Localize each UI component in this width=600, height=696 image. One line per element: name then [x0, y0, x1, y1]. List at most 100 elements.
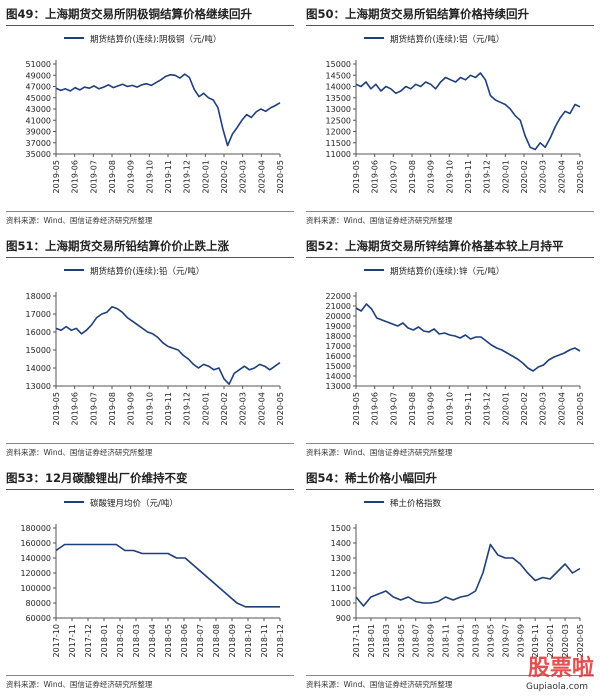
y-tick-label: 900 [336, 614, 351, 623]
legend: 期货结算价(连续):铅（元/吨） [64, 266, 204, 277]
chart-title: 图50：上海期货交易所铝结算价格持续回升 [306, 6, 594, 26]
legend: 期货结算价(连续):锌（元/吨） [364, 266, 504, 277]
series-line [355, 72, 581, 151]
y-tick-label: 15000 [26, 346, 51, 355]
x-tick-label: 2019-12 [183, 160, 192, 193]
x-tick-label: 2019-07 [89, 392, 98, 425]
y-tick-label: 22000 [326, 292, 351, 301]
chart-panel-rare-earth: 图54：稀土价格小幅回升 稀土价格指数 900 1000 1100 1200 1300 14… [300, 464, 600, 696]
x-tick-label: 2019-08 [108, 160, 117, 193]
y-tick-label: 17000 [26, 310, 51, 319]
y-tick-label: 100000 [20, 584, 51, 593]
y-tick-label: 49000 [26, 71, 51, 80]
y-tick-label: 19000 [326, 322, 351, 331]
x-tick-label: 2019-01 [457, 624, 466, 657]
y-tick-label: 18000 [326, 332, 351, 341]
x-tick-label: 2018-11 [442, 624, 451, 657]
x-tick-label: 2018-05 [164, 624, 173, 657]
x-tick-label: 2018-02 [116, 624, 125, 657]
x-tick-label: 2018-12 [276, 624, 285, 657]
chart-panel-lead: 图51：上海期货交易所铅结算价价止跌上涨 期货结算价(连续):铅（元/吨） 130… [0, 232, 300, 464]
chart-plot: 期货结算价(连续):阴极铜（元/吨） 35000 37000 39000 41000 43… [26, 34, 285, 193]
x-tick-label: 2019-09 [127, 160, 136, 193]
x-tick-label: 2020-02 [220, 392, 229, 425]
y-tick-label: 47000 [26, 83, 51, 92]
x-tick-label: 2020-02 [520, 392, 529, 425]
x-tick-label: 2018-06 [180, 624, 189, 657]
legend: 期货结算价(连续):铝（元/吨） [364, 34, 504, 45]
x-tick-label: 2019-11 [164, 160, 173, 193]
y-tick-label: 140000 [20, 554, 51, 563]
x-tick-label: 2019-03 [471, 624, 480, 657]
x-tick-label: 2018-11 [260, 624, 269, 657]
y-tick-label: 37000 [26, 139, 51, 148]
series-line [55, 73, 281, 147]
chart-panel-zinc: 图52：上海期货交易所锌结算价格基本较上月持平 期货结算价(连续):锌（元/吨）… [300, 232, 600, 464]
x-tick-label: 2019-10 [145, 160, 154, 193]
y-tick-label: 1300 [331, 554, 351, 563]
series-line [355, 303, 581, 372]
x-tick-label: 2018-05 [397, 624, 406, 657]
y-tick-label: 43000 [26, 105, 51, 114]
x-tick-label: 2020-05 [276, 392, 285, 425]
y-tick-label: 180000 [20, 524, 51, 533]
x-tick-label: 2020-01 [501, 160, 510, 193]
chart-panel-lithium-carbonate: 图53：12月碳酸锂出厂价维持不变 碳酸锂月均价（元/吨） 60000 80000 1… [0, 464, 300, 696]
chart-plot: 期货结算价(连续):锌（元/吨） 130001400015000160001700… [326, 266, 585, 425]
legend-label: 期货结算价(连续):铅（元/吨） [90, 266, 204, 277]
y-tick-label: 15000 [326, 362, 351, 371]
x-tick-label: 2019-06 [71, 392, 80, 425]
x-tick-label: 2020-04 [257, 392, 266, 425]
x-tick-label: 2019-06 [71, 160, 80, 193]
x-tick-label: 2018-03 [132, 624, 141, 657]
chart-title: 图53：12月碳酸锂出厂价维持不变 [6, 470, 294, 490]
y-tick-label: 14000 [26, 364, 51, 373]
chart-source: 资料来源：Wind、国信证券经济研究所整理 [306, 211, 594, 226]
chart-source: 资料来源：Wind、国信证券经济研究所整理 [306, 443, 594, 458]
x-tick-label: 2019-05 [486, 624, 495, 657]
x-tick-label: 2020-05 [576, 392, 585, 425]
y-tick-label: 1100 [331, 584, 351, 593]
chart-panel-aluminum: 图50：上海期货交易所铝结算价格持续回升 期货结算价(连续):铝（元/吨） 110… [300, 0, 600, 232]
y-tick-label: 45000 [26, 94, 51, 103]
x-tick-label: 2020-03 [239, 392, 248, 425]
y-tick-label: 13500 [326, 94, 351, 103]
y-tick-label: 35000 [26, 150, 51, 159]
x-tick-label: 2020-05 [576, 624, 585, 657]
x-tick-label: 2019-06 [371, 392, 380, 425]
x-tick-label: 2020-02 [220, 160, 229, 193]
x-tick-label: 2020-04 [257, 160, 266, 193]
y-tick-label: 20000 [326, 312, 351, 321]
legend-label: 碳酸锂月均价（元/吨） [90, 498, 178, 509]
y-tick-label: 14500 [326, 71, 351, 80]
x-tick-label: 2019-11 [464, 160, 473, 193]
y-tick-label: 1000 [331, 599, 351, 608]
y-tick-label: 12500 [326, 116, 351, 125]
x-tick-label: 2019-12 [483, 392, 492, 425]
x-tick-label: 2019-05 [52, 160, 61, 193]
y-tick-label: 17000 [326, 342, 351, 351]
x-tick-label: 2018-03 [382, 624, 391, 657]
x-tick-label: 2020-02 [520, 160, 529, 193]
y-tick-label: 16000 [326, 352, 351, 361]
chart-source: 资料来源：Wind、国信证券经济研究所整理 [6, 675, 294, 690]
x-tick-label: 2020-05 [576, 160, 585, 193]
x-tick-label: 2017-12 [84, 624, 93, 657]
x-tick-label: 2017-11 [352, 624, 361, 657]
y-tick-label: 41000 [26, 116, 51, 125]
x-tick-label: 2018-01 [100, 624, 109, 657]
chart-source: 资料来源：Wind、国信证券经济研究所整理 [6, 211, 294, 226]
x-tick-label: 2018-08 [212, 624, 221, 657]
y-tick-label: 12000 [326, 128, 351, 137]
y-tick-label: 21000 [326, 302, 351, 311]
chart-plot: 稀土价格指数 900 1000 1100 1200 1300 1400 1500 2017-11… [331, 498, 585, 657]
x-tick-label: 2018-10 [244, 624, 253, 657]
x-tick-label: 2018-09 [228, 624, 237, 657]
y-tick-label: 18000 [26, 292, 51, 301]
x-tick-label: 2019-10 [145, 392, 154, 425]
legend-label: 期货结算价(连续):锌（元/吨） [390, 266, 504, 277]
y-tick-label: 1500 [331, 524, 351, 533]
x-tick-label: 2018-04 [148, 624, 157, 657]
x-tick-label: 2019-10 [445, 160, 454, 193]
y-tick-label: 160000 [20, 539, 51, 548]
